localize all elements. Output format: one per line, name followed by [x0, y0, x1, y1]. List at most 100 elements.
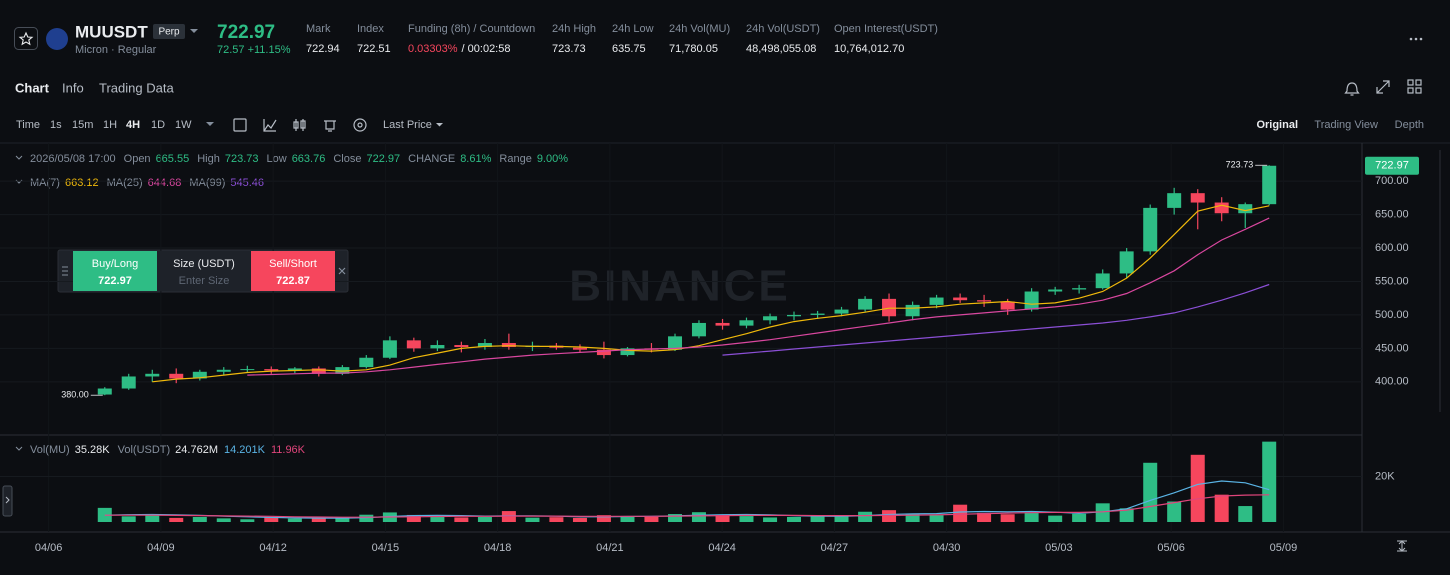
indicator-icon[interactable] — [263, 119, 277, 132]
close-widget[interactable] — [338, 267, 346, 275]
candle-body — [572, 347, 587, 350]
candle-body — [953, 297, 968, 301]
interval-option[interactable]: 1s — [50, 119, 62, 131]
volume-bar — [668, 514, 683, 522]
interval-dropdown[interactable] — [206, 122, 214, 126]
buy-button[interactable] — [73, 251, 157, 291]
sell-label: Sell/Short — [269, 258, 317, 270]
calendar-icon[interactable] — [233, 118, 247, 132]
candle-body — [787, 314, 802, 317]
view-option[interactable]: Original — [1256, 119, 1298, 131]
candle-body — [145, 373, 160, 377]
legend-label: Open — [124, 153, 151, 165]
size-placeholder: Enter Size — [179, 275, 230, 287]
stat-label: 24h High — [552, 23, 596, 35]
template-icon[interactable] — [324, 120, 336, 132]
interval-option[interactable]: 15m — [72, 119, 93, 131]
candle-type-icon[interactable] — [293, 119, 306, 131]
scale-reset-icon[interactable] — [1397, 540, 1407, 552]
sell-button[interactable] — [251, 251, 335, 291]
volume-bar — [1024, 512, 1039, 522]
volume-bar — [715, 515, 730, 522]
candle-body — [882, 298, 897, 317]
stat-label: Mark — [306, 23, 331, 35]
settings-icon-core — [357, 122, 363, 128]
size-label: Size (USDT) — [173, 258, 235, 270]
volume-bar — [572, 517, 587, 522]
tab[interactable]: Trading Data — [99, 80, 174, 95]
candle-body — [763, 316, 778, 321]
legend-value: 663.76 — [292, 153, 326, 165]
candle-body — [1238, 204, 1253, 214]
volume-bar — [430, 516, 445, 522]
symbol: MUUSDT — [75, 22, 148, 41]
volume-ma-value: 14.201K — [224, 444, 266, 456]
tab[interactable]: Info — [62, 80, 84, 95]
volume-bar — [1048, 515, 1063, 522]
candle-body — [1119, 251, 1134, 274]
symbol-dropdown[interactable] — [190, 29, 198, 33]
tab[interactable]: Chart — [15, 80, 50, 95]
expand-icon[interactable] — [1376, 80, 1390, 94]
stat-value: / 00:02:58 — [462, 43, 511, 55]
volume-bar — [1214, 494, 1229, 522]
candle-body — [1190, 193, 1205, 203]
more-menu[interactable] — [1409, 37, 1423, 41]
price-change: 72.57 +11.15% — [217, 44, 291, 56]
volume-bar — [145, 515, 160, 522]
view-option[interactable]: Trading View — [1314, 119, 1378, 131]
volume-bar — [477, 516, 492, 522]
candle-body — [311, 368, 326, 374]
text-row: 2026/05/08 17:00 Open 665.55 High 723.73 Low 6… — [30, 153, 568, 165]
interval-option[interactable]: 1H — [103, 119, 117, 131]
candle-body — [1000, 301, 1015, 310]
price-type-caret[interactable] — [436, 123, 443, 127]
y-tick-label: 650.00 — [1375, 208, 1409, 220]
volume-bar — [1095, 503, 1110, 522]
interval-option[interactable]: 1D — [151, 119, 165, 131]
volume-bar — [905, 513, 920, 522]
candle-body — [477, 343, 492, 348]
volume-tick-label: 20K — [1375, 470, 1395, 482]
view-option[interactable]: Depth — [1395, 119, 1424, 131]
interval-option[interactable]: 1W — [175, 119, 192, 131]
y-tick-label: 400.00 — [1375, 376, 1409, 388]
drag-handle[interactable] — [62, 266, 68, 276]
alert-icon[interactable] — [1344, 82, 1360, 96]
volume-bar — [1143, 462, 1158, 522]
volume-bar — [169, 517, 184, 522]
volume-bar — [97, 507, 112, 522]
stat-value: 723.73 — [552, 43, 586, 55]
size-input[interactable] — [157, 251, 251, 291]
candle-body — [121, 376, 136, 389]
volume-bar — [691, 512, 706, 522]
stat-label: Funding (8h) / Countdown — [408, 23, 535, 35]
candle-body — [406, 340, 421, 349]
stat-label: 24h Vol(MU) — [669, 23, 730, 35]
x-tick-label: 04/30 — [933, 542, 961, 554]
stat-value: 722.94 — [306, 43, 340, 55]
settings-icon[interactable] — [353, 118, 367, 132]
stat-value: 635.75 — [612, 43, 646, 55]
candle-body — [287, 368, 302, 371]
volume-bar — [406, 514, 421, 522]
candle-body — [1262, 165, 1277, 205]
legend-label: Low — [267, 153, 287, 165]
volume-bar — [1119, 508, 1134, 522]
layout-icon[interactable] — [1407, 79, 1422, 94]
price-type[interactable]: Last Price — [383, 119, 432, 131]
favorite-button[interactable] — [14, 27, 38, 50]
volume-bar — [121, 516, 136, 522]
toolbar-icons — [233, 118, 367, 132]
volume-bar — [739, 516, 754, 522]
last-price-label: 722.97 — [1375, 160, 1409, 172]
watermark: BINANCE — [569, 262, 790, 311]
interval-option[interactable]: 4H — [126, 119, 140, 131]
x-tick-label: 04/06 — [35, 542, 63, 554]
x-tick-label: 05/03 — [1045, 542, 1073, 554]
candle-body — [1214, 202, 1229, 214]
ma-legend-value: 644.68 — [148, 177, 182, 189]
stat-value: 48,498,055.08 — [746, 43, 816, 55]
x-tick-label: 04/24 — [708, 542, 736, 554]
volume-bar — [549, 517, 564, 522]
